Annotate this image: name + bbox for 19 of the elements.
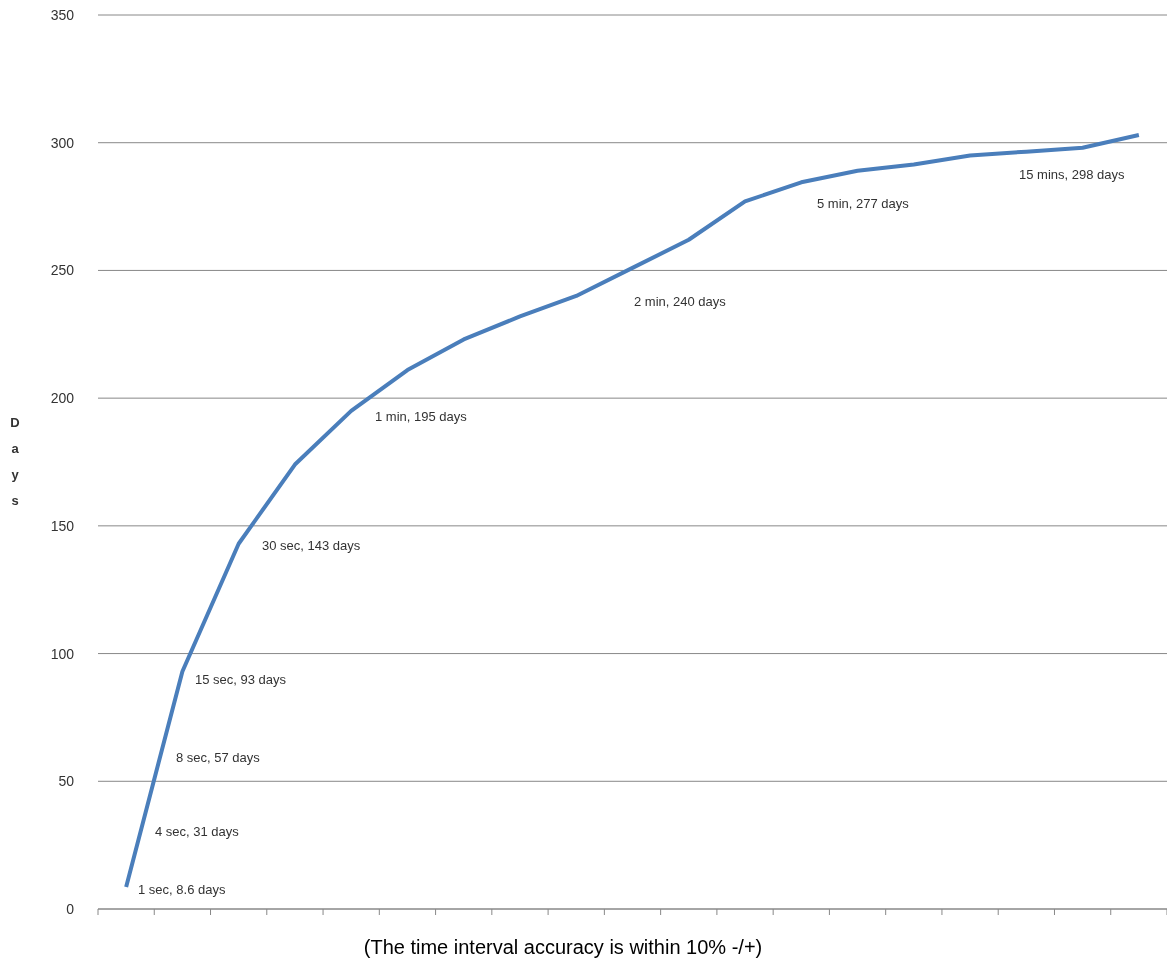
y-tick-label: 350 <box>50 6 75 23</box>
y-tick-label: 200 <box>50 390 75 407</box>
annotation: 1 min, 195 days <box>375 408 468 424</box>
y-tick-label: 150 <box>50 517 75 534</box>
annotation: 30 sec, 143 days <box>262 537 361 553</box>
text: (The time interval accuracy is within 10% -/+) <box>363 936 763 958</box>
y-tick-label: 100 <box>50 645 75 662</box>
y-tick-label: 250 <box>50 262 75 279</box>
annotation: 1 sec, 8.6 days <box>138 881 226 897</box>
annotation: 8 sec, 57 days <box>176 749 261 765</box>
annotation: 4 sec, 31 days <box>155 823 240 839</box>
annotation: 15 mins, 298 days <box>1019 166 1125 182</box>
annotation: 2 min, 240 days <box>634 293 727 309</box>
annotation: 5 min, 277 days <box>817 195 910 211</box>
y-tick-label: 300 <box>50 134 75 151</box>
y-tick-label: 0 <box>66 900 75 917</box>
y-tick-label: 50 <box>58 773 75 790</box>
y-axis-title: Days <box>10 415 20 508</box>
annotation: 15 sec, 93 days <box>195 671 287 687</box>
